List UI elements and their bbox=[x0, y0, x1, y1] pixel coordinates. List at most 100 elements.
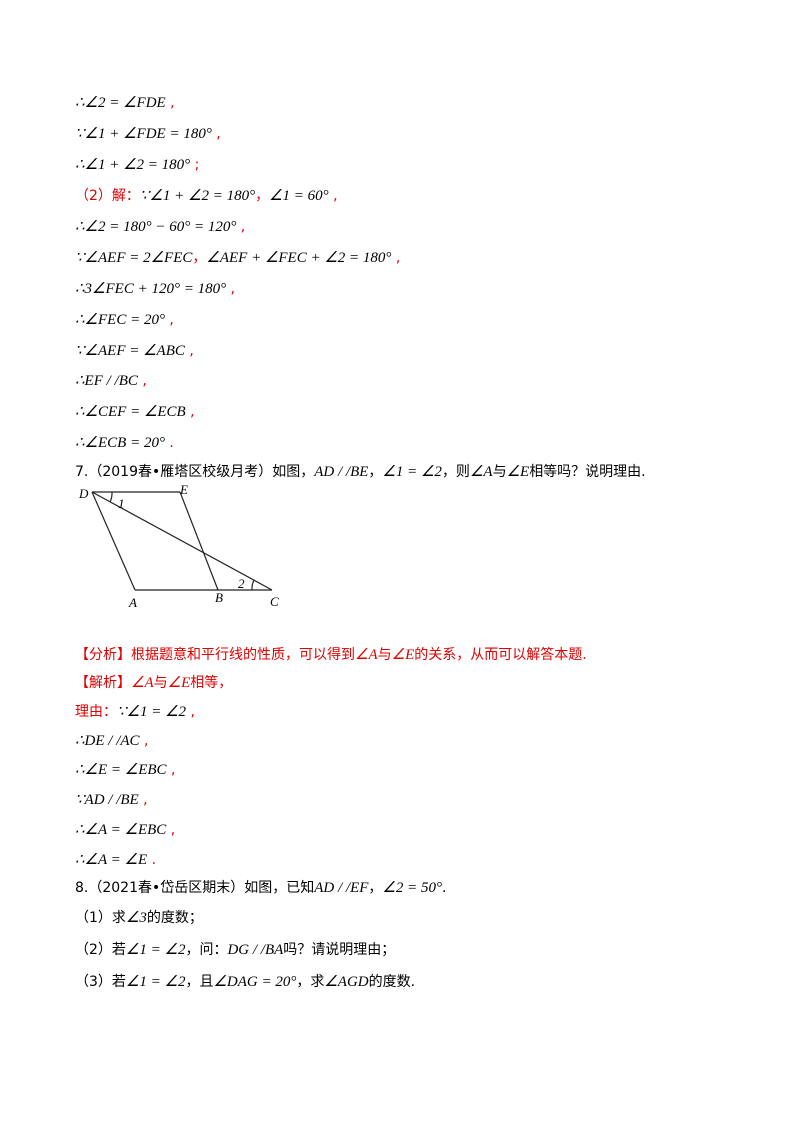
text-line: ∴∠A = ∠EBC , bbox=[75, 820, 175, 840]
text: （2）若 bbox=[75, 942, 126, 958]
text: , bbox=[185, 404, 195, 420]
text: （2）解： bbox=[75, 188, 140, 204]
text: 的度数. bbox=[368, 974, 416, 990]
math: ∠DAG = 20° bbox=[213, 974, 297, 990]
text: ， bbox=[192, 250, 207, 266]
text-line: ∴∠A = ∠E . bbox=[75, 850, 156, 870]
text-line: （3）若∠1 = ∠2，且∠DAG = 20°，求∠AGD的度数. bbox=[75, 972, 415, 992]
text: ，且 bbox=[185, 974, 214, 990]
text: , bbox=[328, 188, 338, 204]
text: 8.（2021春•岱岳区期末）如图，已知 bbox=[75, 880, 315, 896]
math: ∴∠A = ∠E bbox=[75, 852, 148, 868]
text-line: （1）求∠3的度数； bbox=[75, 908, 203, 928]
math: ∠E bbox=[391, 647, 415, 663]
text-line: ∵∠1 + ∠FDE = 180° , bbox=[75, 124, 221, 144]
math: ∠3 bbox=[125, 910, 147, 926]
text: 【解析】 bbox=[75, 675, 131, 691]
math: ∵∠AEF = ∠ABC bbox=[75, 343, 185, 359]
text: . bbox=[441, 880, 447, 896]
math: ∠A bbox=[355, 647, 378, 663]
text: ， bbox=[255, 188, 270, 204]
text: 与 bbox=[377, 647, 392, 663]
point-label: B bbox=[215, 590, 223, 605]
math: ∠2 = 50° bbox=[382, 880, 442, 896]
text: , bbox=[165, 95, 175, 111]
math: ∠1 = 60° bbox=[269, 188, 329, 204]
text-line: 【解析】∠A与∠E相等， bbox=[75, 673, 232, 693]
math: ∠1 = ∠2 bbox=[382, 464, 442, 480]
text: 理由： bbox=[75, 704, 117, 720]
math: ∠E bbox=[506, 464, 530, 480]
math: ∵AD / /BE bbox=[75, 792, 139, 808]
math: ∠AGD bbox=[324, 974, 369, 990]
math: ∴∠FEC = 20° bbox=[75, 312, 165, 328]
text: （1）求 bbox=[75, 910, 126, 926]
figure-lines bbox=[91, 491, 273, 591]
text: 吗？请说明理由； bbox=[283, 942, 396, 958]
text-line: ∴∠2 = ∠FDE , bbox=[75, 93, 175, 113]
text: . bbox=[164, 435, 174, 451]
math: AD / /EF bbox=[314, 880, 369, 896]
math: AD / /BE bbox=[314, 464, 369, 480]
angle-label: 1 bbox=[118, 496, 125, 511]
text-line: ∴∠1 + ∠2 = 180° ; bbox=[75, 155, 199, 175]
text-line: （2）若∠1 = ∠2，问：DG / /BA吗？请说明理由； bbox=[75, 940, 395, 960]
text-line: ∴∠FEC = 20° , bbox=[75, 310, 174, 330]
math: ∴∠ECB = 20° bbox=[75, 435, 165, 451]
text: 【分析】根据题意和平行线的性质，可以得到 bbox=[75, 647, 355, 663]
text-line: ∴∠CEF = ∠ECB , bbox=[75, 402, 195, 422]
text: ， bbox=[368, 880, 383, 896]
text-line: ∵∠AEF = 2∠FEC，∠AEF + ∠FEC + ∠2 = 180° , bbox=[75, 248, 400, 268]
text: ，求 bbox=[296, 974, 325, 990]
text: 与 bbox=[153, 675, 168, 691]
text: ，则 bbox=[441, 464, 470, 480]
text: , bbox=[236, 219, 246, 235]
math: ∴EF / /BC bbox=[75, 373, 138, 389]
text-line: ∴3∠FEC + 120° = 180° , bbox=[75, 279, 235, 299]
text-line: ∴EF / /BC , bbox=[75, 371, 147, 391]
math: ∴∠E = ∠EBC bbox=[75, 762, 167, 778]
math: ∴∠CEF = ∠ECB bbox=[75, 404, 186, 420]
text-line: ∴∠2 = 180° − 60° = 120° , bbox=[75, 217, 245, 237]
text-line: 8.（2021春•岱岳区期末）如图，已知AD / /EF，∠2 = 50°. bbox=[75, 878, 446, 898]
math: ∠AEF + ∠FEC + ∠2 = 180° bbox=[206, 250, 392, 266]
text-line: （2）解：∵∠1 + ∠2 = 180°，∠1 = 60° , bbox=[75, 186, 338, 206]
text: , bbox=[139, 733, 149, 749]
math: ∵∠1 + ∠FDE = 180° bbox=[75, 126, 212, 142]
point-label: D bbox=[78, 486, 89, 501]
text: , bbox=[166, 822, 176, 838]
text: , bbox=[186, 704, 195, 720]
text-line: ∴DE / /AC , bbox=[75, 731, 148, 751]
angle-label: 2 bbox=[238, 576, 245, 591]
text: ; bbox=[190, 157, 200, 173]
text: 7.（2019春•雁塔区校级月考）如图， bbox=[75, 464, 315, 480]
text: , bbox=[166, 762, 176, 778]
math: ∠E bbox=[167, 675, 191, 691]
text: 的关系，从而可以解答本题. bbox=[414, 647, 587, 663]
text: 的度数； bbox=[146, 910, 203, 926]
text: （3）若 bbox=[75, 974, 126, 990]
text: 相等吗？说明理由. bbox=[529, 464, 646, 480]
math: ∴∠2 = ∠FDE bbox=[75, 95, 166, 111]
text: , bbox=[137, 373, 147, 389]
text: , bbox=[138, 792, 148, 808]
math: ∵∠AEF = 2∠FEC bbox=[75, 250, 193, 266]
text: 与 bbox=[492, 464, 507, 480]
text-line: ∴∠E = ∠EBC , bbox=[75, 760, 175, 780]
math: ∴DE / /AC bbox=[75, 733, 140, 749]
math: ∴∠A = ∠EBC bbox=[75, 822, 167, 838]
text-line: 7.（2019春•雁塔区校级月考）如图，AD / /BE，∠1 = ∠2，则∠A… bbox=[75, 462, 646, 482]
math: DG / /BA bbox=[227, 942, 284, 958]
text-line: 理由：∵∠1 = ∠2 , bbox=[75, 702, 195, 722]
text: . bbox=[147, 852, 157, 868]
point-label: C bbox=[270, 594, 279, 609]
text: , bbox=[164, 312, 174, 328]
math: ∠1 = ∠2 bbox=[125, 974, 186, 990]
point-label: A bbox=[128, 595, 137, 610]
math: ∵∠1 + ∠2 = 180° bbox=[139, 188, 256, 204]
math: ∴3∠FEC + 120° = 180° bbox=[75, 281, 227, 297]
math: ∴∠2 = 180° − 60° = 120° bbox=[75, 219, 237, 235]
text: 相等， bbox=[190, 675, 233, 691]
